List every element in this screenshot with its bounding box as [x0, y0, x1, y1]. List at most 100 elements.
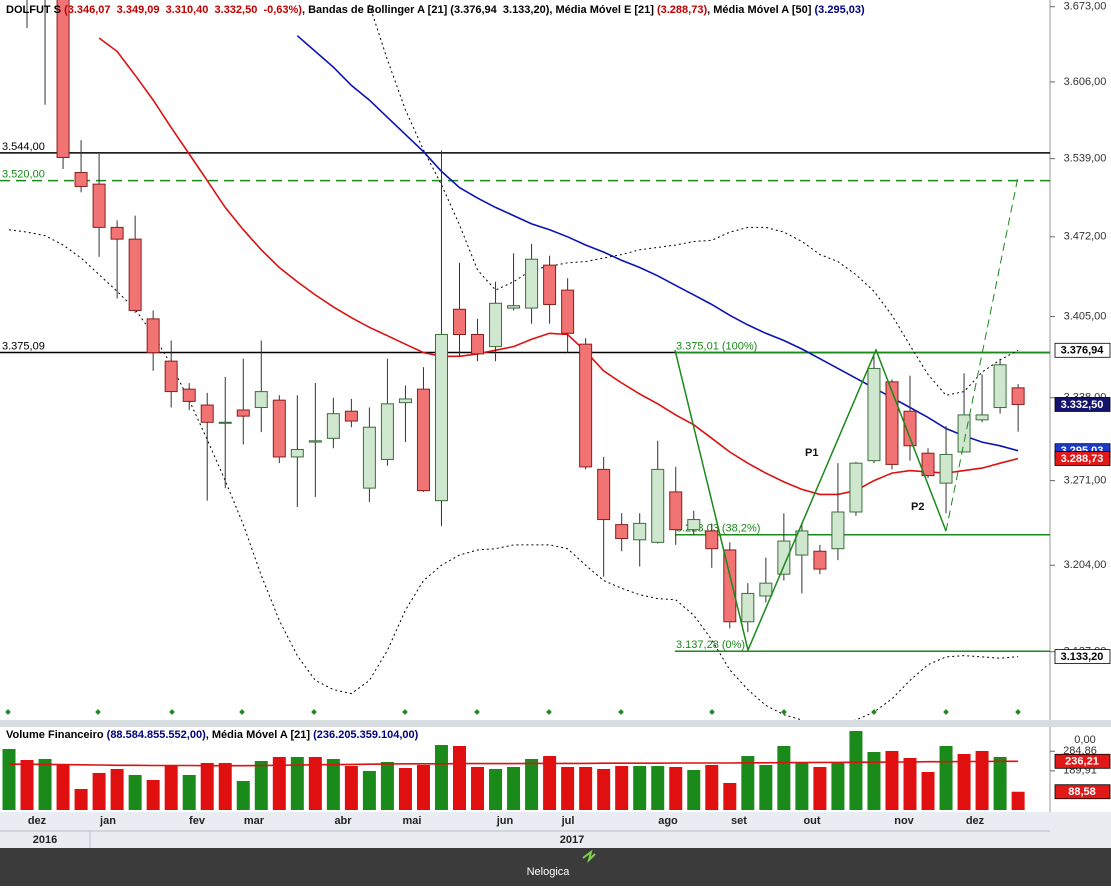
period-marker [943, 709, 949, 715]
y-tick-label: 3.606,00 [1064, 76, 1107, 88]
logo-mark [582, 849, 596, 864]
volume-bar [308, 756, 322, 810]
volume-bar [921, 771, 935, 810]
candle-body [993, 364, 1007, 409]
volume-bar [489, 768, 503, 810]
legend-header: Volume Financeiro (88.584.855.552,00), M… [6, 729, 419, 741]
fib-label: 3.375,01 (100%) [676, 341, 757, 353]
volume-bar [957, 753, 971, 810]
volume-bar [885, 750, 899, 810]
volume-bar [615, 765, 629, 810]
brand: Nelogica [527, 866, 571, 878]
candle-body [525, 258, 539, 309]
volume-bar [74, 788, 88, 810]
legend-part: , Bandas de Bollinger A [21] [302, 4, 450, 16]
pattern-line [674, 348, 947, 653]
price-tag-label: 88,58 [1068, 786, 1096, 798]
candle-body [813, 550, 827, 570]
pattern-annotation: P1 [805, 447, 818, 459]
volume-bar [561, 766, 575, 810]
candle-body [975, 414, 989, 421]
candle-body [759, 582, 773, 597]
volume-bar [416, 764, 430, 810]
candle-body [543, 264, 557, 305]
y-tick-label: 3.405,00 [1064, 310, 1107, 322]
candle-body [957, 414, 971, 453]
pattern-projection [945, 176, 1019, 532]
x-tick-label: nov [894, 815, 914, 827]
candle-body [615, 524, 629, 540]
x-tick-label: dez [28, 815, 47, 827]
volume-bar [453, 745, 466, 810]
x-tick-label: jul [561, 815, 575, 827]
candle-body [705, 530, 719, 550]
candle-body [885, 381, 899, 465]
candle-body [308, 440, 322, 443]
price-tag-label: 3.288,73 [1061, 453, 1104, 465]
volume-bar [543, 755, 557, 810]
x-tick-label: fev [189, 815, 206, 827]
candle-body [128, 238, 142, 311]
indicator-line [368, 4, 1019, 396]
candle-body [939, 453, 953, 484]
x-tick-label: mar [244, 815, 265, 827]
candle-body [254, 391, 268, 409]
x-tick-label: set [731, 815, 747, 827]
period-marker [709, 709, 715, 715]
candle-body [236, 409, 250, 417]
period-marker [474, 709, 480, 715]
volume-bar [434, 744, 448, 810]
volume-bar [795, 761, 809, 810]
candle-body [344, 410, 358, 422]
price-tag-label: 3.133,20 [1061, 651, 1104, 663]
x-tick-label: abr [334, 815, 352, 827]
candle-body [741, 592, 755, 623]
candle-body [398, 398, 412, 404]
volume-bar [164, 764, 178, 810]
volume-bar [254, 760, 268, 810]
period-marker [402, 709, 408, 715]
volume-bar [975, 750, 989, 810]
volume-bar [218, 762, 232, 810]
volume-bar [326, 758, 340, 810]
volume-bar [939, 745, 953, 810]
legend-part: (88.584.855.552,00) [107, 729, 206, 741]
period-marker [781, 709, 787, 715]
price-tag-label: 3.332,50 [1061, 399, 1104, 411]
volume-bar [146, 779, 160, 810]
candle-body [362, 426, 376, 489]
volume-bar [633, 765, 647, 810]
period-marker [95, 709, 101, 715]
y-tick-label: 3.204,00 [1064, 559, 1107, 571]
legend-part: (3.346,07 3.349,09 3.310,40 3.332,50 -0,… [64, 4, 302, 16]
fib-label: 3.137,28 (0%) [676, 639, 745, 651]
candle-body [326, 413, 340, 439]
candle-body [1011, 387, 1025, 405]
x-tick-label: dez [966, 815, 985, 827]
volume-bar [290, 756, 304, 810]
volume-bar [579, 766, 593, 810]
volume-bar [723, 782, 737, 810]
legend-header: DOLFUT S (3.346,07 3.349,09 3.310,40 3.3… [6, 4, 865, 16]
candle-body [921, 452, 935, 477]
horizontal-line-label: 3.375,09 [2, 340, 45, 352]
legend-part: (3.376,94 3.133,20) [450, 4, 549, 16]
volume-bar [1011, 791, 1025, 810]
volume-bar [777, 745, 791, 810]
volume-bar [471, 766, 485, 810]
candle-body [164, 360, 178, 393]
candle-body [579, 343, 593, 468]
price-pane: 3.544,00 3.520,00 3.375,09 3.375,01 (100%) 3… [0, 0, 1050, 720]
period-marker [239, 709, 245, 715]
volume-bar [236, 780, 250, 810]
legend-part: (3.288,73) [657, 4, 707, 16]
candle-body [182, 388, 196, 402]
candle-body [146, 318, 160, 354]
candle-body [903, 410, 917, 447]
legend-part: , Média Móvel A [21] [206, 729, 313, 741]
period-marker [1015, 709, 1021, 715]
volume-bar [200, 762, 214, 810]
candle-body [471, 334, 485, 355]
